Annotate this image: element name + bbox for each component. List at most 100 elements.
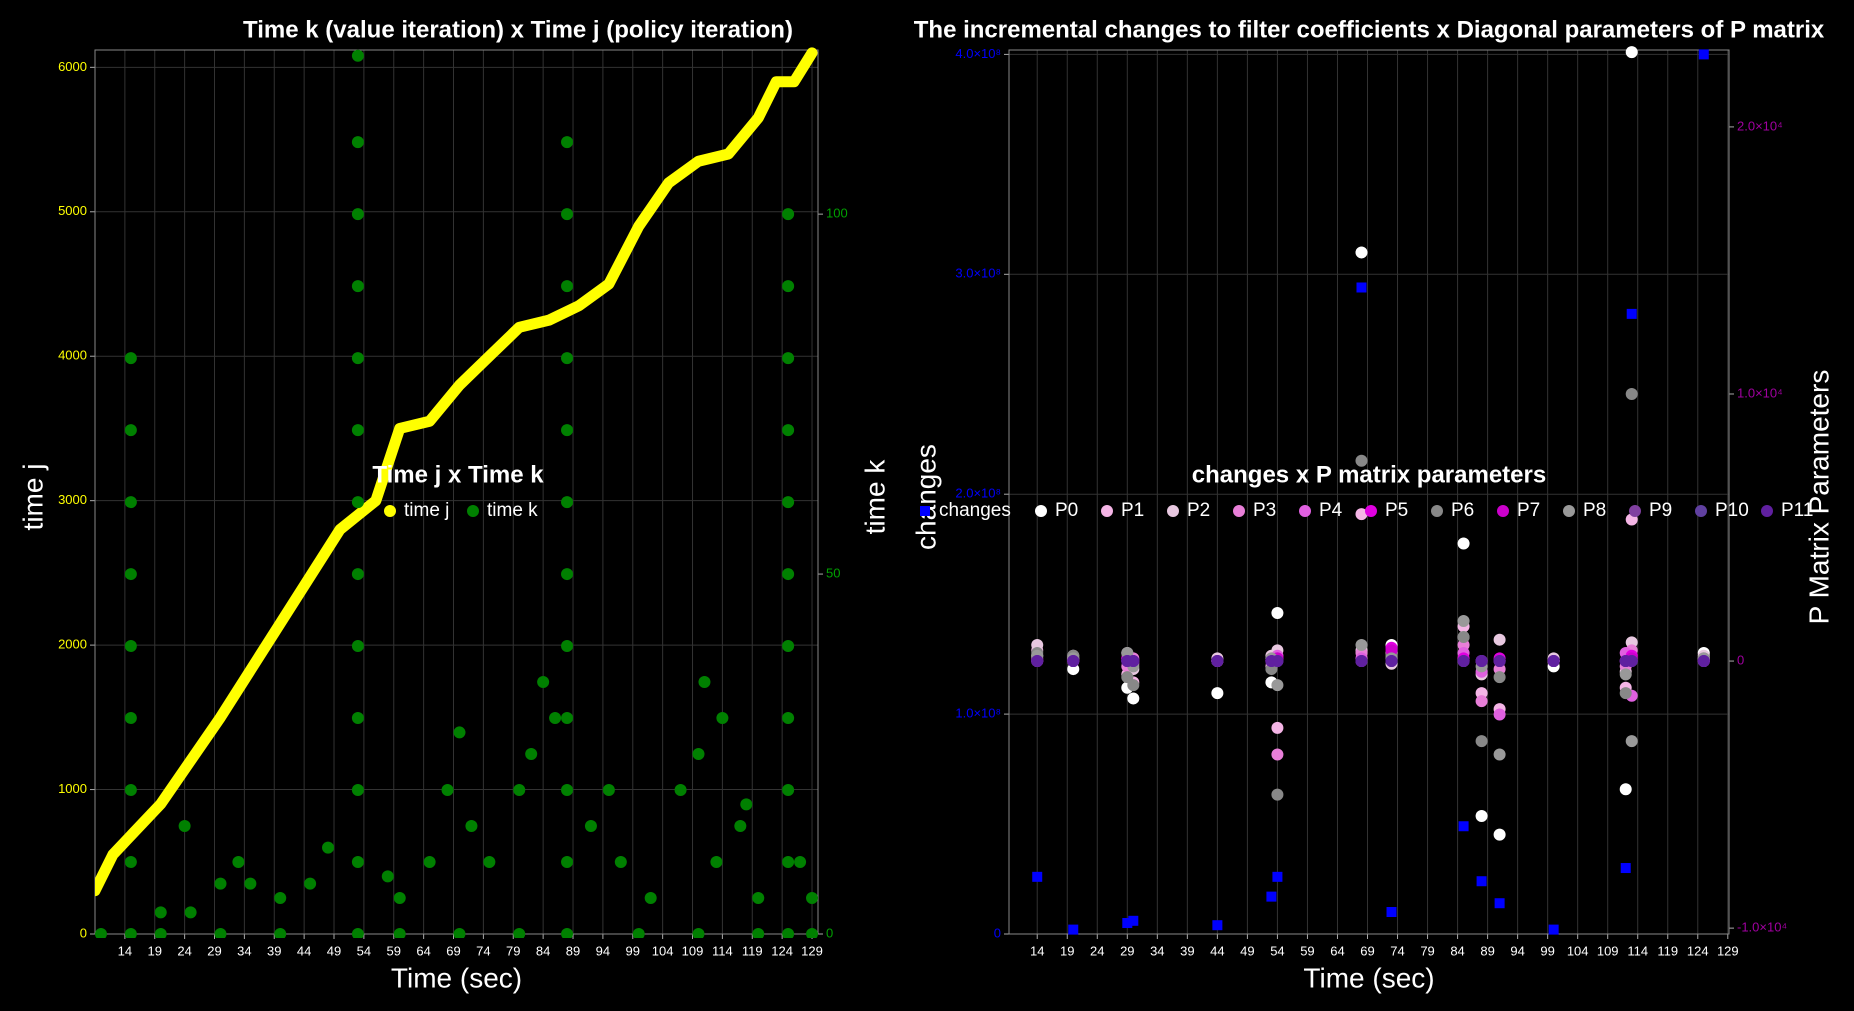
- point: [1271, 679, 1284, 692]
- point: [1493, 708, 1506, 721]
- x-tick-label: 54: [357, 943, 371, 958]
- point: [124, 352, 137, 365]
- point: [351, 856, 364, 869]
- legend-marker: [1761, 505, 1773, 517]
- point: [1127, 692, 1140, 705]
- legend-label: P7: [1517, 500, 1540, 521]
- legend-title: changes x P matrix parameters: [1192, 461, 1546, 488]
- y2-axis-label: time k: [859, 459, 890, 535]
- x-tick-label: 99: [1540, 943, 1554, 958]
- point: [1355, 508, 1368, 521]
- x-tick-label: 129: [1717, 943, 1739, 958]
- point: [184, 906, 197, 919]
- point: [525, 748, 538, 761]
- point: [351, 352, 364, 365]
- y2-axis-label: P Matrix Parameters: [1803, 370, 1834, 625]
- legend-label: P1: [1121, 500, 1144, 521]
- point: [782, 928, 795, 938]
- x-tick-label: 94: [1510, 943, 1524, 958]
- point: [1355, 454, 1368, 467]
- x-tick-label: 19: [148, 943, 162, 958]
- point: [561, 784, 574, 797]
- point: [1385, 655, 1398, 668]
- x-tick-label: 94: [596, 943, 610, 958]
- point: [1475, 809, 1488, 822]
- point: [782, 640, 795, 653]
- point: [1475, 655, 1488, 668]
- legend-label: P10: [1715, 500, 1749, 521]
- point: [351, 568, 364, 581]
- legend-label: P2: [1187, 500, 1210, 521]
- legend-label: P5: [1385, 500, 1408, 521]
- point: [351, 496, 364, 509]
- y-tick-label: 2000: [58, 637, 87, 652]
- point: [351, 49, 364, 62]
- point: [1493, 671, 1506, 684]
- point: [710, 856, 723, 869]
- x-tick-label: 19: [1060, 943, 1074, 958]
- y-tick-label: 0: [80, 925, 87, 940]
- point: [178, 820, 191, 833]
- y2-tick-label: 100: [826, 206, 848, 221]
- point: [806, 928, 819, 938]
- point: [561, 352, 574, 365]
- point: [154, 928, 167, 938]
- point: [782, 496, 795, 509]
- point: [614, 856, 627, 869]
- point: [1355, 639, 1368, 652]
- point: [674, 784, 687, 797]
- point: [124, 568, 137, 581]
- legend-marker: [1167, 505, 1179, 517]
- chart-title: Time k (value iteration) x Time j (polic…: [243, 16, 793, 43]
- point: [1697, 655, 1710, 668]
- point: [1127, 655, 1140, 668]
- y2-tick-label: 50: [826, 566, 840, 581]
- point: [1625, 387, 1638, 400]
- x-tick-label: 99: [626, 943, 640, 958]
- point: [782, 568, 795, 581]
- legend-label: P8: [1583, 500, 1606, 521]
- point: [537, 676, 550, 689]
- legend-marker: [1101, 505, 1113, 517]
- x-tick-label: 14: [118, 943, 132, 958]
- point: [752, 892, 765, 905]
- legend-label: P9: [1649, 500, 1672, 521]
- legend-label: time j: [404, 500, 449, 521]
- x-tick-label: 104: [652, 943, 674, 958]
- point: [453, 928, 466, 938]
- point: [1548, 924, 1559, 935]
- plot-frame: [94, 49, 819, 935]
- y-tick-label: 1000: [58, 781, 87, 796]
- point: [561, 280, 574, 293]
- x-tick-label: 84: [1450, 943, 1464, 958]
- point: [351, 784, 364, 797]
- chart: Time k (value iteration) x Time j (polic…: [17, 16, 890, 993]
- legend-label: P11: [1781, 500, 1813, 521]
- x-tick-label: 74: [1390, 943, 1404, 958]
- point: [734, 820, 747, 833]
- point: [124, 496, 137, 509]
- x-tick-label: 84: [536, 943, 550, 958]
- point: [1127, 679, 1140, 692]
- point: [1272, 871, 1283, 882]
- x-tick-label: 39: [1180, 943, 1194, 958]
- point: [782, 352, 795, 365]
- x-tick-label: 29: [207, 943, 221, 958]
- point: [351, 208, 364, 221]
- x-tick-label: 89: [1480, 943, 1494, 958]
- point: [1475, 735, 1488, 748]
- point: [716, 712, 729, 725]
- point: [561, 640, 574, 653]
- point: [1458, 821, 1469, 832]
- legend-marker: [1299, 505, 1311, 517]
- x-tick-label: 44: [297, 943, 311, 958]
- point: [483, 856, 496, 869]
- x-tick-label: 29: [1120, 943, 1134, 958]
- point: [232, 856, 245, 869]
- x-tick-label: 109: [1597, 943, 1619, 958]
- point: [1128, 915, 1139, 926]
- x-axis-label: Time (sec): [391, 962, 522, 993]
- point: [561, 136, 574, 149]
- point: [124, 424, 137, 437]
- legend-marker: [1695, 505, 1707, 517]
